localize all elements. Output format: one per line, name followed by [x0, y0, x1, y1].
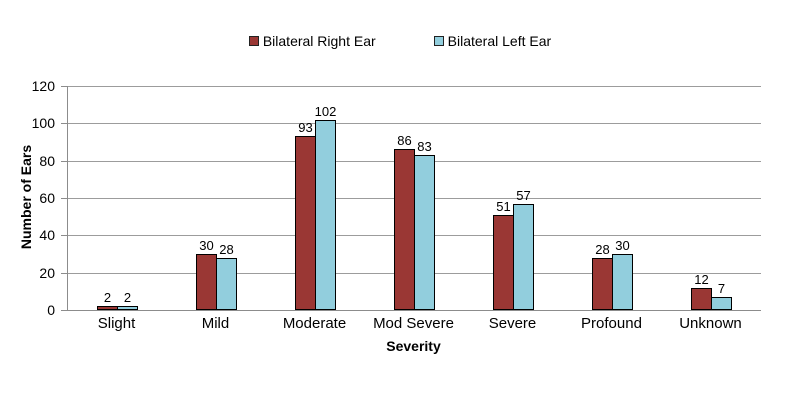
bar-group-unknown: 12 7 — [662, 86, 761, 310]
bar-value-label: 51 — [496, 198, 511, 214]
y-tick-mark — [61, 198, 67, 199]
bar-group-mild: 30 28 — [167, 86, 266, 310]
category-label: Mild — [201, 315, 230, 332]
bar-group-moderate: 93 102 — [266, 86, 365, 310]
bar: 102 — [315, 104, 336, 310]
legend-swatch-left-ear — [433, 36, 444, 46]
y-tick-mark — [61, 86, 67, 87]
bar-group-mod-severe: 86 83 — [365, 86, 464, 310]
bar-value-label: 93 — [298, 120, 313, 136]
y-tick-mark — [61, 235, 67, 237]
bar-group-profound: 28 30 — [563, 86, 662, 310]
category-label: Profound — [581, 315, 642, 332]
gridline — [68, 123, 761, 125]
bar-value-label: 7 — [717, 280, 726, 296]
bar-value-label: 102 — [314, 103, 337, 119]
bar: 51 — [493, 199, 514, 310]
bar: 93 — [295, 120, 316, 310]
legend-label-right-ear: Bilateral Right Ear — [262, 33, 376, 49]
bar-group-severe: 51 57 — [464, 86, 563, 310]
y-tick-label: 40 — [39, 227, 55, 244]
bar: 12 — [691, 272, 712, 310]
category-label: Mod Severe — [373, 315, 454, 332]
y-tick-label: 60 — [39, 190, 55, 206]
y-tick-mark — [61, 272, 67, 274]
category-label: Unknown — [679, 315, 742, 332]
y-tick-label: 120 — [31, 78, 55, 94]
bar-value-label: 28 — [219, 241, 234, 257]
bar-value-label: 83 — [417, 139, 432, 155]
x-axis-title: Severity — [386, 338, 441, 354]
bar-value-label: 2 — [103, 290, 112, 306]
x-axis-category-labels: Slight Mild Moderate Mod Severe Severe Profou… — [67, 315, 760, 332]
y-tick-label: 80 — [39, 152, 55, 169]
category-label: Slight — [97, 315, 136, 332]
bar-value-label: 30 — [615, 238, 630, 253]
bar-value-label: 28 — [595, 241, 610, 257]
bar: 83 — [414, 139, 435, 310]
legend-item-bilateral-left-ear: Bilateral Left Ear — [433, 33, 552, 49]
y-tick-mark — [61, 123, 67, 125]
bar: 30 — [196, 238, 217, 310]
bar-value-label: 57 — [516, 187, 531, 203]
bar: 57 — [513, 188, 534, 310]
y-tick-label: 0 — [47, 302, 55, 318]
legend-item-bilateral-right-ear: Bilateral Right Ear — [248, 33, 376, 49]
y-tick-mark — [61, 160, 67, 162]
bar: 7 — [711, 281, 732, 310]
bar: 2 — [117, 290, 138, 310]
bar-value-label: 2 — [123, 290, 132, 306]
bar-value-label: 30 — [199, 238, 214, 253]
y-tick-mark — [61, 310, 67, 311]
bar: 28 — [592, 242, 613, 310]
legend: Bilateral Right Ear Bilateral Left Ear — [0, 33, 800, 49]
category-label: Moderate — [282, 315, 347, 332]
bar-groups: 2 2 30 28 93 102 86 83 51 57 28 30 12 7 — [68, 86, 761, 310]
bar-value-label: 86 — [397, 133, 412, 149]
plot-area: 2 2 30 28 93 102 86 83 51 57 28 30 12 7 — [67, 86, 761, 311]
bar: 30 — [612, 238, 633, 310]
y-tick-label: 100 — [31, 115, 55, 132]
bar-value-label: 12 — [694, 271, 709, 287]
legend-swatch-right-ear — [248, 36, 259, 46]
bar: 2 — [97, 290, 118, 310]
y-tick-label: 20 — [39, 264, 55, 281]
category-label: Severe — [488, 315, 537, 332]
gridline — [68, 86, 761, 87]
bar: 86 — [394, 133, 415, 310]
legend-label-left-ear: Bilateral Left Ear — [447, 33, 552, 49]
bar: 28 — [216, 242, 237, 310]
